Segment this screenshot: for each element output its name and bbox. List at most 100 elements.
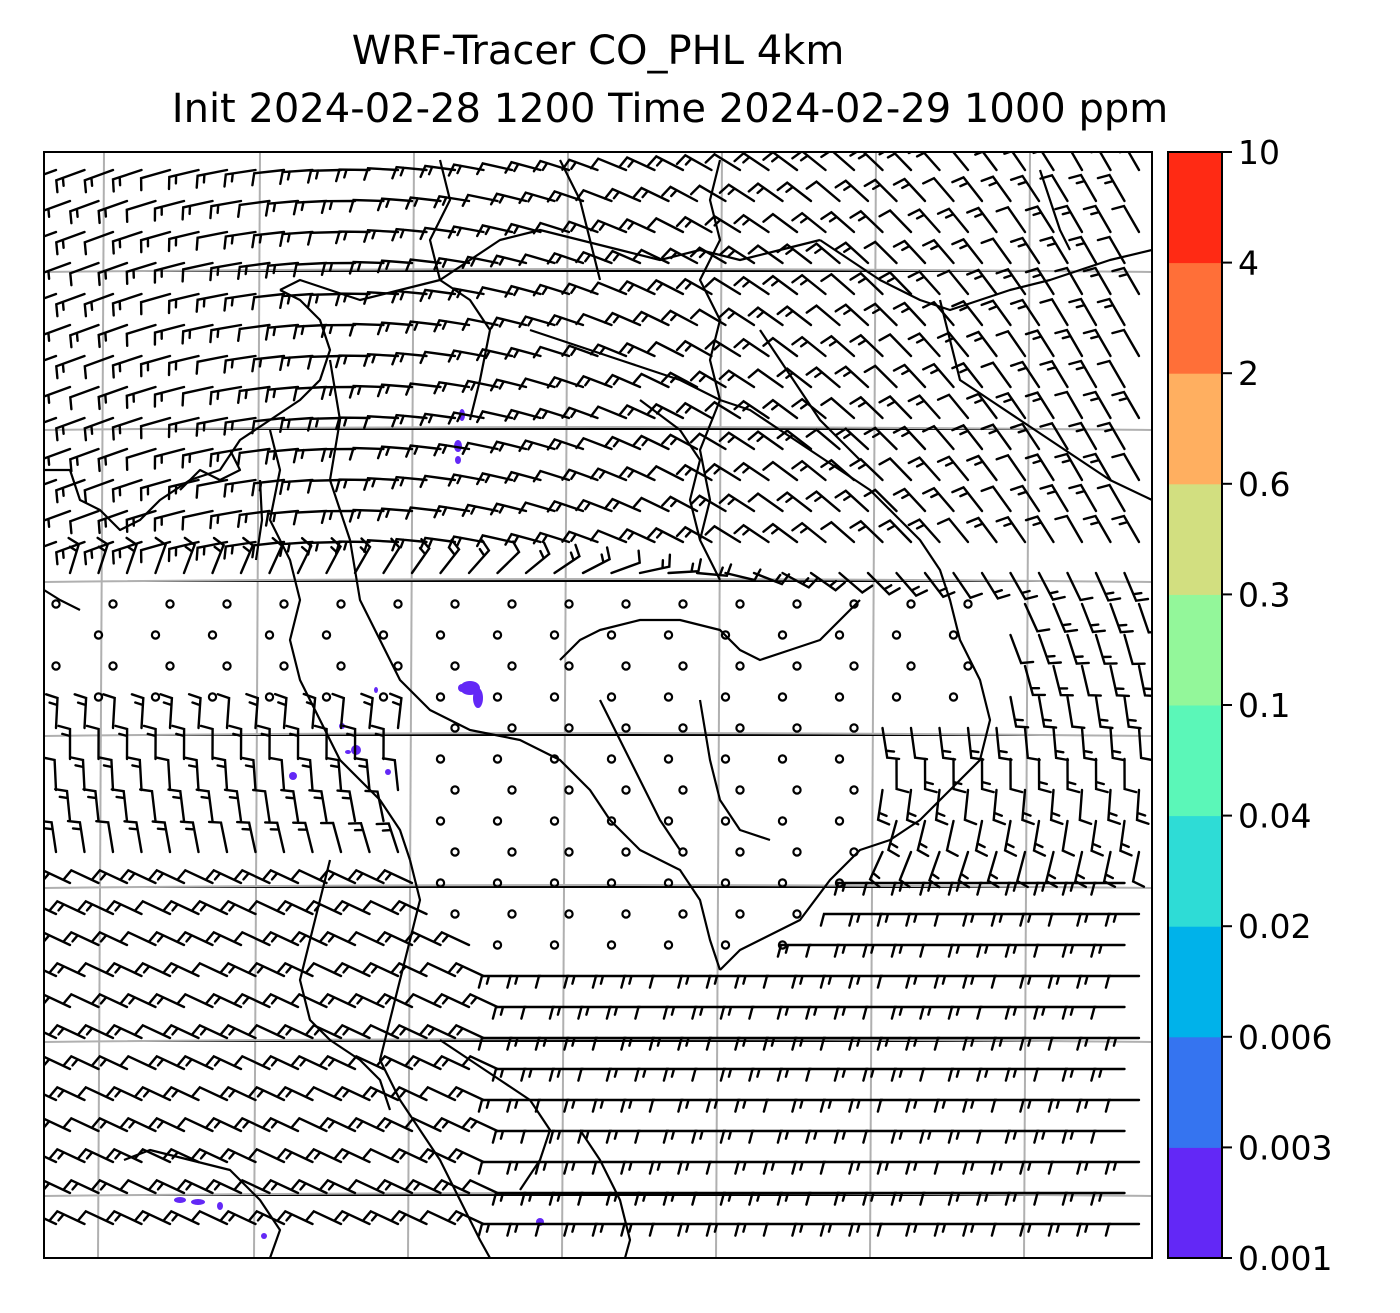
- wind-barb: [532, 469, 571, 483]
- wind-barb: [1076, 1098, 1112, 1113]
- wind-barb: [933, 1036, 970, 1051]
- wind-barb: [348, 260, 385, 275]
- wind-barb: [945, 819, 959, 857]
- wind-barb: [791, 1036, 827, 1051]
- wind-barb: [276, 1085, 314, 1102]
- wind-barb: [907, 152, 941, 172]
- wind-barb: [805, 242, 841, 265]
- calm-wind-circle: [720, 878, 731, 888]
- wind-barb: [439, 538, 461, 575]
- wind-barb: [907, 270, 941, 296]
- wind-barb: [348, 508, 385, 523]
- wind-barb: [834, 241, 870, 265]
- wind-barb: [1061, 1067, 1098, 1082]
- wind-barb: [219, 1147, 257, 1164]
- wind-barb: [418, 1147, 457, 1164]
- wind-barb: [820, 396, 856, 420]
- wind-barb: [76, 961, 115, 978]
- wind-barb: [176, 930, 214, 947]
- wind-barb: [1039, 173, 1069, 203]
- wind-barb: [675, 277, 713, 296]
- wind-barb: [849, 152, 884, 172]
- wind-barb: [1039, 359, 1069, 389]
- wind-barb: [1102, 850, 1117, 888]
- wind-barb: [335, 292, 371, 307]
- wind-barb: [54, 788, 72, 823]
- wind-barb: [675, 215, 713, 234]
- wind-barb: [820, 520, 856, 544]
- wind-barb: [69, 509, 100, 535]
- wind-barb: [1078, 788, 1093, 826]
- wind-barb: [634, 1129, 670, 1144]
- wind-barb: [933, 912, 970, 927]
- wind-barb: [532, 407, 571, 421]
- wind-barb: [391, 475, 428, 490]
- wind-barb: [223, 788, 243, 823]
- wind-barb: [147, 1178, 186, 1195]
- wind-barb: [603, 311, 642, 327]
- wind-barb: [55, 292, 86, 318]
- wind-barb: [204, 1116, 243, 1133]
- wind-barb: [805, 490, 841, 513]
- wind-barb: [1037, 695, 1058, 729]
- wind-barb: [603, 497, 642, 513]
- wind-barb: [718, 183, 756, 203]
- wind-barb: [419, 288, 457, 303]
- wind-barb: [892, 239, 927, 265]
- wind-barb: [890, 1067, 927, 1082]
- wind-barb: [878, 209, 913, 234]
- wind-barb: [44, 756, 58, 792]
- wind-barb: [264, 199, 300, 217]
- calm-wind-circle: [849, 599, 859, 609]
- wind-barb: [209, 509, 243, 530]
- wind-barb: [577, 1067, 613, 1082]
- wind-barb: [589, 343, 628, 358]
- wind-barb: [876, 912, 913, 927]
- wind-barb: [139, 230, 172, 254]
- wind-barb: [181, 323, 214, 345]
- wind-barb: [1068, 235, 1098, 265]
- wind-barb: [990, 1160, 1027, 1175]
- wind-barb: [1033, 881, 1069, 896]
- wind-barb: [561, 282, 599, 296]
- wind-barb: [467, 539, 491, 575]
- wind-barb: [147, 930, 186, 947]
- wind-barb: [320, 509, 357, 524]
- calm-wind-circle: [720, 816, 731, 826]
- wind-barb: [447, 225, 485, 239]
- meridian-gridline: [97, 152, 105, 1258]
- wind-barb: [632, 372, 670, 389]
- wind-barb: [123, 820, 143, 854]
- wind-barb: [506, 1098, 542, 1113]
- wind-barb: [361, 961, 400, 978]
- wind-barb: [776, 1191, 813, 1206]
- calm-wind-circle: [606, 940, 617, 950]
- wind-barb: [747, 244, 784, 265]
- wind-barb: [142, 724, 157, 761]
- wind-barb: [496, 540, 521, 575]
- wind-barb: [675, 339, 713, 358]
- wind-barb: [447, 961, 485, 978]
- wind-barb: [647, 526, 685, 544]
- wind-barb: [111, 540, 143, 565]
- wind-barb: [153, 199, 186, 222]
- colorbar-segment: [1168, 152, 1222, 264]
- meridian-gridline: [1023, 152, 1031, 1258]
- wind-barb: [719, 1005, 756, 1020]
- tracer-patch: [345, 750, 351, 754]
- wind-barb: [647, 154, 685, 172]
- wind-barb: [264, 509, 300, 527]
- wind-barb: [179, 820, 200, 854]
- calm-wind-circle: [564, 661, 574, 671]
- wind-barb: [261, 930, 300, 947]
- wind-barb: [44, 1155, 58, 1164]
- coastline-segment: [298, 859, 392, 1111]
- meridian-gridline: [561, 152, 569, 1258]
- wind-barb: [561, 344, 599, 358]
- wind-barb: [1096, 359, 1126, 389]
- wind-barb: [44, 1217, 58, 1226]
- wind-barb: [951, 361, 984, 389]
- wind-barb: [591, 1098, 628, 1113]
- wind-barb: [862, 1191, 898, 1206]
- wind-barb: [195, 230, 229, 251]
